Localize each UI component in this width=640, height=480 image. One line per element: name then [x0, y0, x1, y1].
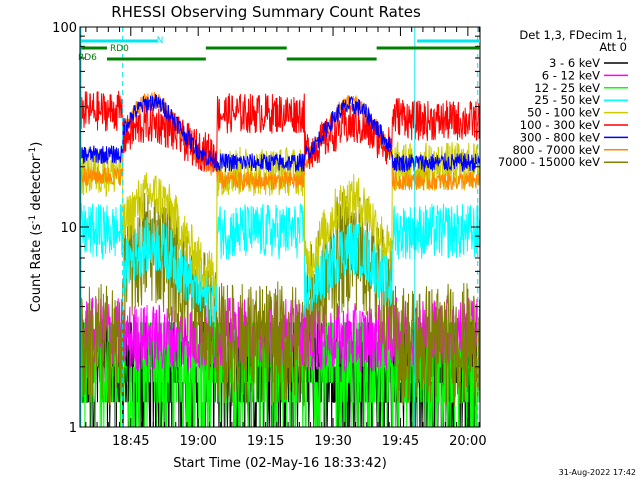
legend-title-line-1: Det 1,3, FDecim 1, [519, 28, 627, 42]
flag-bars: N RD0 RD6 [78, 36, 480, 63]
legend-entry-label: 800 - 7000 keV [512, 143, 600, 157]
series-7-path [80, 91, 480, 192]
legend-entry-label: 3 - 6 keV [549, 56, 600, 70]
series-3-path [80, 202, 480, 328]
legend-entry-label: 300 - 800 keV [520, 130, 600, 144]
series-4-line [80, 140, 480, 299]
series-4-path [80, 140, 480, 299]
flag-label-RD0: RD0 [110, 44, 129, 54]
legend-entry-label: 6 - 12 keV [542, 68, 600, 82]
series-7-line [80, 91, 480, 192]
y-axis-label: Count Rate (s-1 detector-1) [28, 142, 44, 313]
flag-label-RD6: RD6 [78, 53, 97, 63]
x-axis-label: Start Time (02-May-16 18:33:42) [173, 456, 387, 471]
x-tick-label: 20:00 [449, 434, 486, 449]
chart-title: RHESSI Observing Summary Count Rates [111, 3, 421, 21]
x-axis: 18:45 19:00 19:15 19:30 19:45 20:00 [85, 27, 487, 449]
x-tick-label: 19:30 [314, 434, 351, 449]
x-tick-label: 19:45 [382, 434, 419, 449]
series-6-path [80, 94, 480, 172]
y-tick-label: 100 [52, 21, 77, 36]
legend-entry-label: 12 - 25 keV [534, 81, 600, 95]
legend-entry-label: 50 - 100 keV [527, 106, 600, 120]
legend-title-line-2: Att 0 [599, 40, 627, 54]
series-3-line [80, 202, 480, 328]
legend-entry-label: 25 - 50 keV [534, 93, 600, 107]
x-tick-label: 18:45 [112, 434, 149, 449]
y-tick-label: 1 [69, 421, 77, 436]
legend-entry-label: 7000 - 15000 keV [498, 155, 600, 169]
y-tick-label: 10 [60, 221, 77, 236]
x-tick-label: 19:15 [247, 434, 284, 449]
flag-label-N: N [157, 36, 164, 46]
series-6-line [80, 94, 480, 172]
x-tick-label: 19:00 [179, 434, 216, 449]
y-axis: 1 10 100 [52, 21, 480, 436]
generation-timestamp: 31-Aug-2022 17:42 [559, 468, 636, 477]
legend-entry-label: 100 - 300 keV [520, 118, 600, 132]
